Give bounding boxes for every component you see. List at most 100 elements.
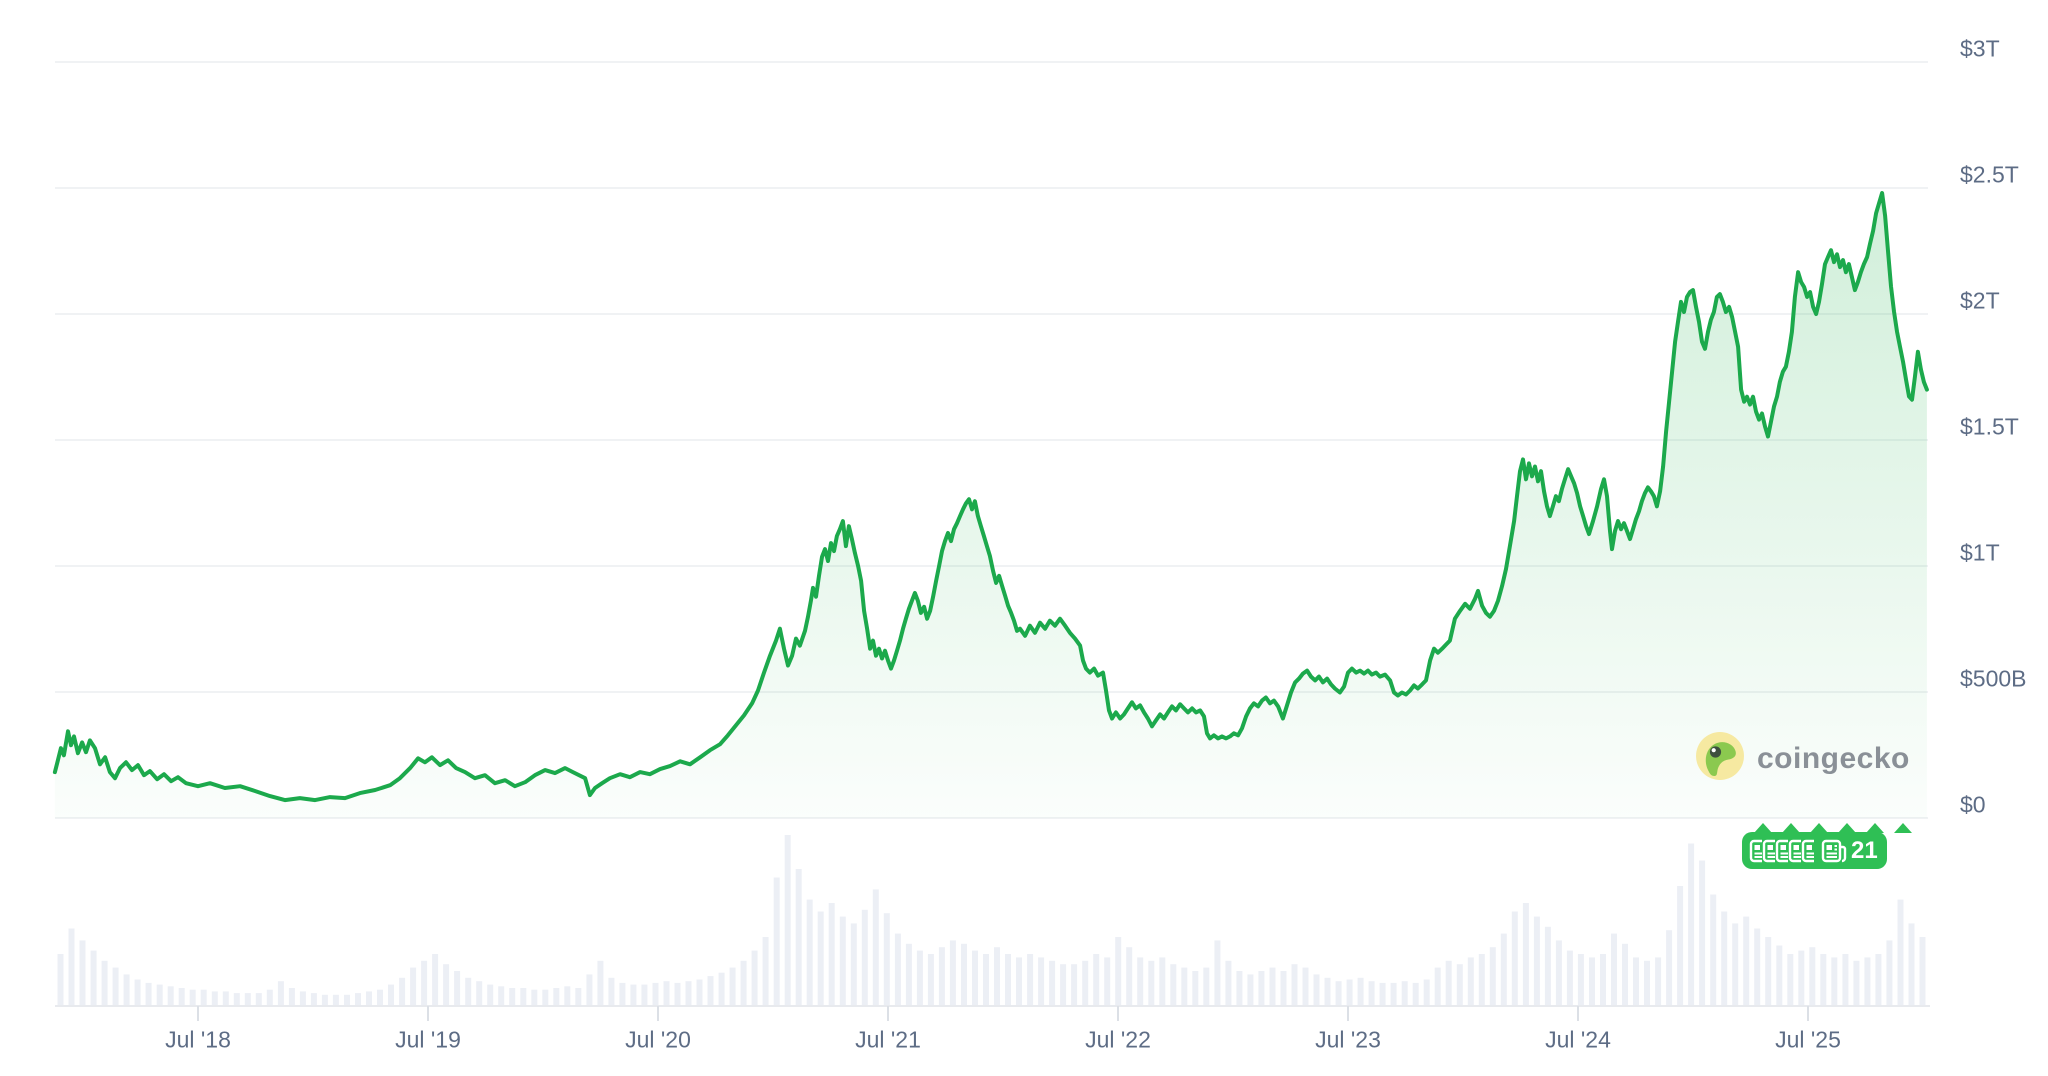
volume-bar bbox=[1853, 960, 1860, 1005]
volume-bar bbox=[619, 982, 626, 1005]
volume-bar bbox=[1071, 964, 1078, 1005]
market-cap-area-fill bbox=[54, 193, 1927, 818]
volume-bar bbox=[310, 993, 317, 1005]
volume-bar bbox=[994, 947, 1000, 1005]
volume-bar bbox=[1324, 977, 1331, 1005]
volume-bar bbox=[1038, 957, 1045, 1005]
newspaper-icon bbox=[1788, 837, 1801, 865]
volume-bar bbox=[729, 967, 736, 1005]
volume-bar bbox=[520, 988, 527, 1005]
coingecko-wordmark: coingecko bbox=[1757, 741, 1910, 775]
volume-bar bbox=[156, 984, 163, 1005]
volume-bar bbox=[674, 982, 681, 1005]
volume-bar bbox=[68, 928, 75, 1005]
volume-bar bbox=[366, 991, 372, 1005]
volume-bar bbox=[178, 988, 185, 1005]
volume-bar bbox=[961, 943, 967, 1005]
volume-bar bbox=[1280, 971, 1287, 1005]
volume-bar bbox=[652, 982, 659, 1005]
volume-bar bbox=[1016, 957, 1022, 1005]
volume-bar bbox=[861, 909, 868, 1005]
volume-bar bbox=[421, 960, 428, 1005]
volume-bar bbox=[1577, 954, 1584, 1005]
volume-bar bbox=[1049, 960, 1056, 1005]
newspaper-icon bbox=[1801, 837, 1814, 865]
volume-bar bbox=[443, 964, 450, 1005]
volume-bar bbox=[696, 979, 703, 1005]
coingecko-gecko-icon bbox=[1695, 731, 1745, 786]
volume-bar bbox=[916, 950, 923, 1005]
volume-bar bbox=[90, 950, 97, 1005]
x-axis-label: Jul '25 bbox=[1775, 1026, 1841, 1053]
volume-bar bbox=[244, 993, 251, 1005]
volume-bar bbox=[784, 835, 791, 1005]
volume-bar bbox=[938, 947, 945, 1005]
volume-bar bbox=[905, 943, 912, 1005]
volume-bar bbox=[1148, 960, 1155, 1005]
volume-bar bbox=[1313, 974, 1320, 1005]
volume-bar bbox=[1269, 967, 1276, 1005]
volume-bar bbox=[1688, 843, 1695, 1005]
volume-bar bbox=[1445, 960, 1452, 1005]
volume-bar bbox=[1732, 923, 1739, 1005]
news-events-badge[interactable]: 21 bbox=[1742, 823, 1912, 869]
y-axis-label: $2T bbox=[1960, 287, 2000, 314]
volume-bar bbox=[1566, 950, 1573, 1005]
volume-bar bbox=[344, 994, 350, 1005]
volume-bar bbox=[377, 989, 383, 1005]
volume-bar bbox=[1104, 957, 1111, 1005]
volume-bar bbox=[266, 989, 273, 1005]
volume-bar bbox=[487, 984, 494, 1005]
x-axis-label: Jul '18 bbox=[165, 1026, 231, 1053]
volume-bar bbox=[255, 993, 262, 1005]
volume-bar bbox=[1093, 954, 1100, 1005]
volume-bar bbox=[1478, 954, 1485, 1005]
x-axis-label: Jul '19 bbox=[395, 1026, 461, 1053]
news-marker-pointer bbox=[1894, 823, 1912, 833]
volume-bar bbox=[1820, 954, 1827, 1005]
volume-bar bbox=[1500, 933, 1507, 1005]
volume-bar bbox=[1611, 933, 1617, 1005]
volume-bar bbox=[1555, 940, 1562, 1005]
volume-bar bbox=[1115, 937, 1122, 1005]
x-axis-label: Jul '21 bbox=[855, 1026, 921, 1053]
volume-bar bbox=[288, 988, 295, 1005]
volume-bar bbox=[167, 986, 174, 1005]
y-axis-label: $2.5T bbox=[1960, 161, 2019, 188]
volume-bar bbox=[1842, 954, 1849, 1005]
volume-bar bbox=[564, 986, 571, 1005]
volume-bar bbox=[1005, 954, 1011, 1005]
volume-bar bbox=[608, 977, 615, 1005]
y-axis-label: $3T bbox=[1960, 35, 2000, 62]
volume-bar bbox=[200, 989, 207, 1005]
volume-bar bbox=[806, 899, 813, 1005]
volume-bar bbox=[1379, 982, 1386, 1005]
volume-bar bbox=[1214, 940, 1221, 1005]
newspaper-icon bbox=[1775, 837, 1788, 865]
volume-bar bbox=[630, 984, 637, 1005]
volume-bar bbox=[1357, 977, 1364, 1005]
volume-bar bbox=[399, 977, 406, 1005]
market-cap-line bbox=[52, 191, 1929, 803]
volume-bar bbox=[1159, 957, 1166, 1005]
volume-bar bbox=[1467, 957, 1474, 1005]
volume-bar bbox=[1423, 979, 1430, 1005]
volume-bar bbox=[1247, 974, 1254, 1005]
volume-bar bbox=[465, 977, 472, 1005]
volume-bar bbox=[795, 869, 802, 1005]
volume-bar bbox=[718, 972, 725, 1005]
volume-bar bbox=[1170, 964, 1177, 1005]
volume-bar bbox=[839, 916, 846, 1005]
volume-bar bbox=[145, 982, 152, 1005]
volume-bar bbox=[641, 984, 648, 1005]
volume-bar bbox=[233, 993, 240, 1005]
volume-bar bbox=[1600, 954, 1606, 1005]
volume-bar bbox=[1368, 981, 1375, 1005]
newspaper-icon bbox=[1749, 837, 1762, 865]
news-marker-pointer bbox=[1810, 823, 1828, 833]
volume-bar bbox=[432, 954, 439, 1005]
volume-bar bbox=[123, 974, 130, 1005]
volume-bar bbox=[597, 960, 604, 1005]
